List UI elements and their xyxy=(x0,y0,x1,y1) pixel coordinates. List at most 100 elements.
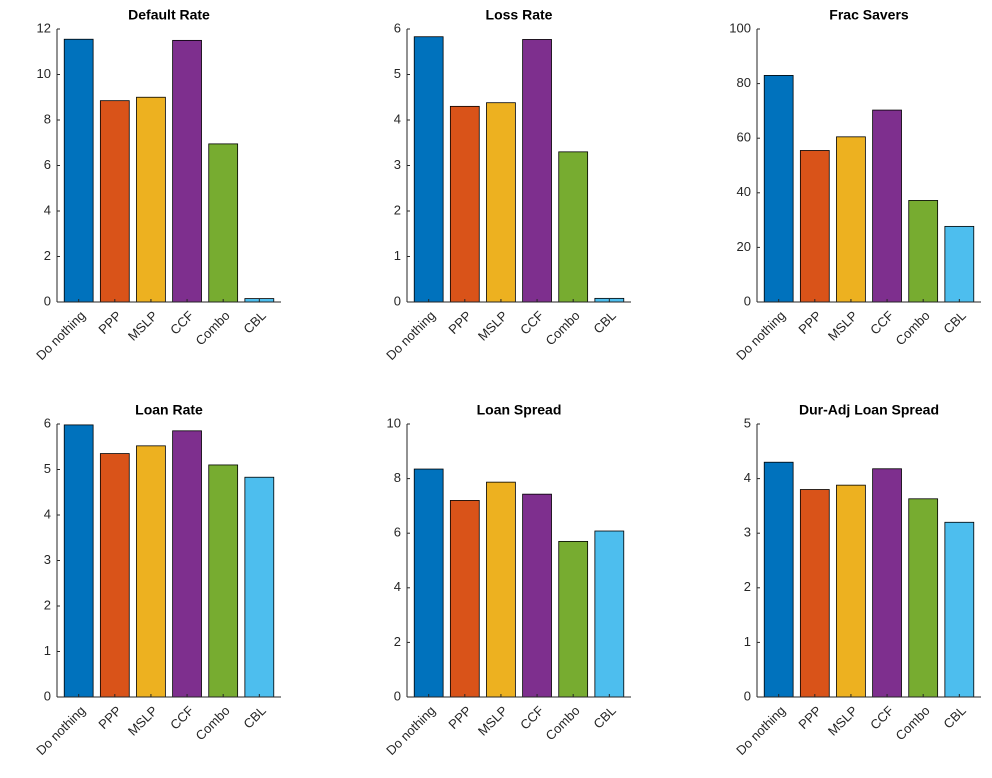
y-tick-label: 2 xyxy=(44,248,51,263)
y-tick-label: 80 xyxy=(737,75,751,90)
y-tick-label: 0 xyxy=(44,293,51,308)
x-tick-label: PPP xyxy=(795,703,824,732)
y-tick-label: 10 xyxy=(37,66,51,81)
x-tick-label: Do nothing xyxy=(383,308,438,363)
bar xyxy=(836,136,866,303)
y-tick-label: 0 xyxy=(744,688,751,703)
bar xyxy=(558,151,589,303)
y-tick-label: 6 xyxy=(394,525,401,540)
bar xyxy=(413,468,444,698)
x-tick-label: MSLP xyxy=(825,308,861,344)
chart-title: Loss Rate xyxy=(486,7,553,23)
y-tick-label: 0 xyxy=(744,293,751,308)
bar xyxy=(872,109,902,303)
x-tick-label: CCF xyxy=(517,308,547,338)
bar xyxy=(136,96,166,303)
bar xyxy=(522,39,552,303)
bar xyxy=(763,75,794,303)
y-tick-label: 3 xyxy=(394,157,401,172)
bar xyxy=(449,500,480,698)
x-tick-label: MSLP xyxy=(125,703,161,739)
y-tick-label: 60 xyxy=(737,130,751,145)
y-tick-label: 6 xyxy=(44,415,51,430)
chart-title: Default Rate xyxy=(128,7,210,23)
x-tick-label: CCF xyxy=(867,703,897,733)
y-tick-label: 6 xyxy=(394,20,401,35)
y-tick-label: 8 xyxy=(44,111,51,126)
y-tick-label: 2 xyxy=(744,579,751,594)
bar xyxy=(944,225,975,303)
y-tick-label: 4 xyxy=(744,470,751,485)
bar xyxy=(799,489,830,698)
x-tick-label: PPP xyxy=(445,703,474,732)
x-tick-label: CCF xyxy=(867,308,897,338)
bar xyxy=(172,39,202,303)
chart-title: Frac Savers xyxy=(829,7,909,23)
x-tick-label: PPP xyxy=(95,308,124,337)
x-tick-label: PPP xyxy=(95,703,124,732)
x-tick-label: Do nothing xyxy=(383,703,438,758)
y-tick-label: 100 xyxy=(729,20,751,35)
x-tick-label: MSLP xyxy=(475,703,511,739)
bar xyxy=(486,481,516,698)
bar xyxy=(558,540,589,698)
y-tick-label: 1 xyxy=(394,248,401,263)
y-tick-label: 5 xyxy=(44,461,51,476)
y-tick-label: 4 xyxy=(44,202,51,217)
x-tick-label: PPP xyxy=(795,308,824,337)
x-tick-label: CBL xyxy=(940,703,968,731)
y-tick-label: 4 xyxy=(44,506,51,521)
x-tick-label: CBL xyxy=(940,308,968,336)
bar xyxy=(522,493,552,698)
y-tick-label: 1 xyxy=(44,643,51,658)
y-tick-label: 5 xyxy=(394,66,401,81)
y-tick-label: 2 xyxy=(394,202,401,217)
x-tick-label: MSLP xyxy=(475,308,511,344)
bar xyxy=(136,445,166,698)
chart-title: Dur-Adj Loan Spread xyxy=(799,402,939,418)
bar xyxy=(594,530,625,698)
x-tick-label: Do nothing xyxy=(733,308,788,363)
y-tick-label: 10 xyxy=(387,415,401,430)
y-tick-label: 4 xyxy=(394,111,401,126)
x-tick-label: Combo xyxy=(542,703,582,743)
y-tick-label: 1 xyxy=(744,634,751,649)
bar xyxy=(836,484,866,698)
chart-title: Loan Rate xyxy=(135,402,203,418)
bar xyxy=(63,38,94,303)
bar xyxy=(908,498,939,698)
bar xyxy=(413,36,444,303)
y-tick-label: 12 xyxy=(37,20,51,35)
y-tick-label: 0 xyxy=(44,688,51,703)
x-tick-label: MSLP xyxy=(825,703,861,739)
y-tick-label: 0 xyxy=(394,293,401,308)
y-tick-label: 3 xyxy=(744,525,751,540)
x-tick-label: PPP xyxy=(445,308,474,337)
y-tick-label: 8 xyxy=(394,470,401,485)
bar xyxy=(99,453,130,698)
x-tick-label: Do nothing xyxy=(33,703,88,758)
x-tick-label: MSLP xyxy=(125,308,161,344)
x-tick-label: CBL xyxy=(590,308,618,336)
bar xyxy=(208,464,239,698)
x-tick-label: CCF xyxy=(167,703,197,733)
bar xyxy=(872,468,902,698)
y-tick-label: 0 xyxy=(394,688,401,703)
bar xyxy=(908,200,939,303)
x-tick-label: Combo xyxy=(192,308,232,348)
x-tick-label: Combo xyxy=(892,308,932,348)
bar xyxy=(486,102,516,303)
x-tick-label: CBL xyxy=(590,703,618,731)
y-tick-label: 40 xyxy=(737,184,751,199)
x-tick-label: Combo xyxy=(542,308,582,348)
bar xyxy=(944,521,975,698)
chart-title: Loan Spread xyxy=(477,402,562,418)
y-tick-label: 5 xyxy=(744,415,751,430)
x-tick-label: Do nothing xyxy=(733,703,788,758)
bar xyxy=(244,476,275,698)
